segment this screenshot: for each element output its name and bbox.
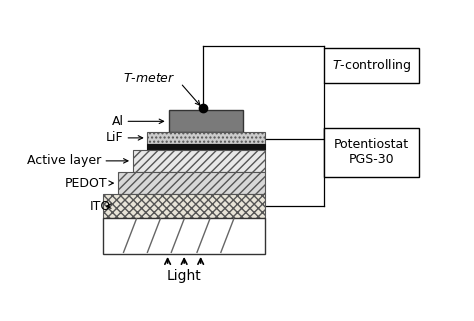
Text: Al: Al [111, 115, 124, 128]
Text: Active layer: Active layer [27, 154, 101, 167]
Bar [147, 143, 265, 150]
Text: Light: Light [167, 269, 201, 283]
Bar [324, 127, 419, 177]
Text: LiF: LiF [106, 131, 124, 144]
Text: $T$-meter: $T$-meter [123, 72, 175, 84]
Bar [133, 150, 265, 172]
Text: Potentiostat
PGS-30: Potentiostat PGS-30 [334, 138, 409, 166]
Text: ITO: ITO [90, 200, 110, 213]
Bar [103, 218, 265, 254]
Bar [147, 133, 265, 143]
Bar [169, 110, 243, 133]
Bar [324, 48, 419, 83]
Text: PEDOT: PEDOT [64, 177, 107, 190]
Text: $T$-controlling: $T$-controlling [332, 57, 411, 74]
Bar [103, 194, 265, 218]
Bar [118, 172, 265, 194]
